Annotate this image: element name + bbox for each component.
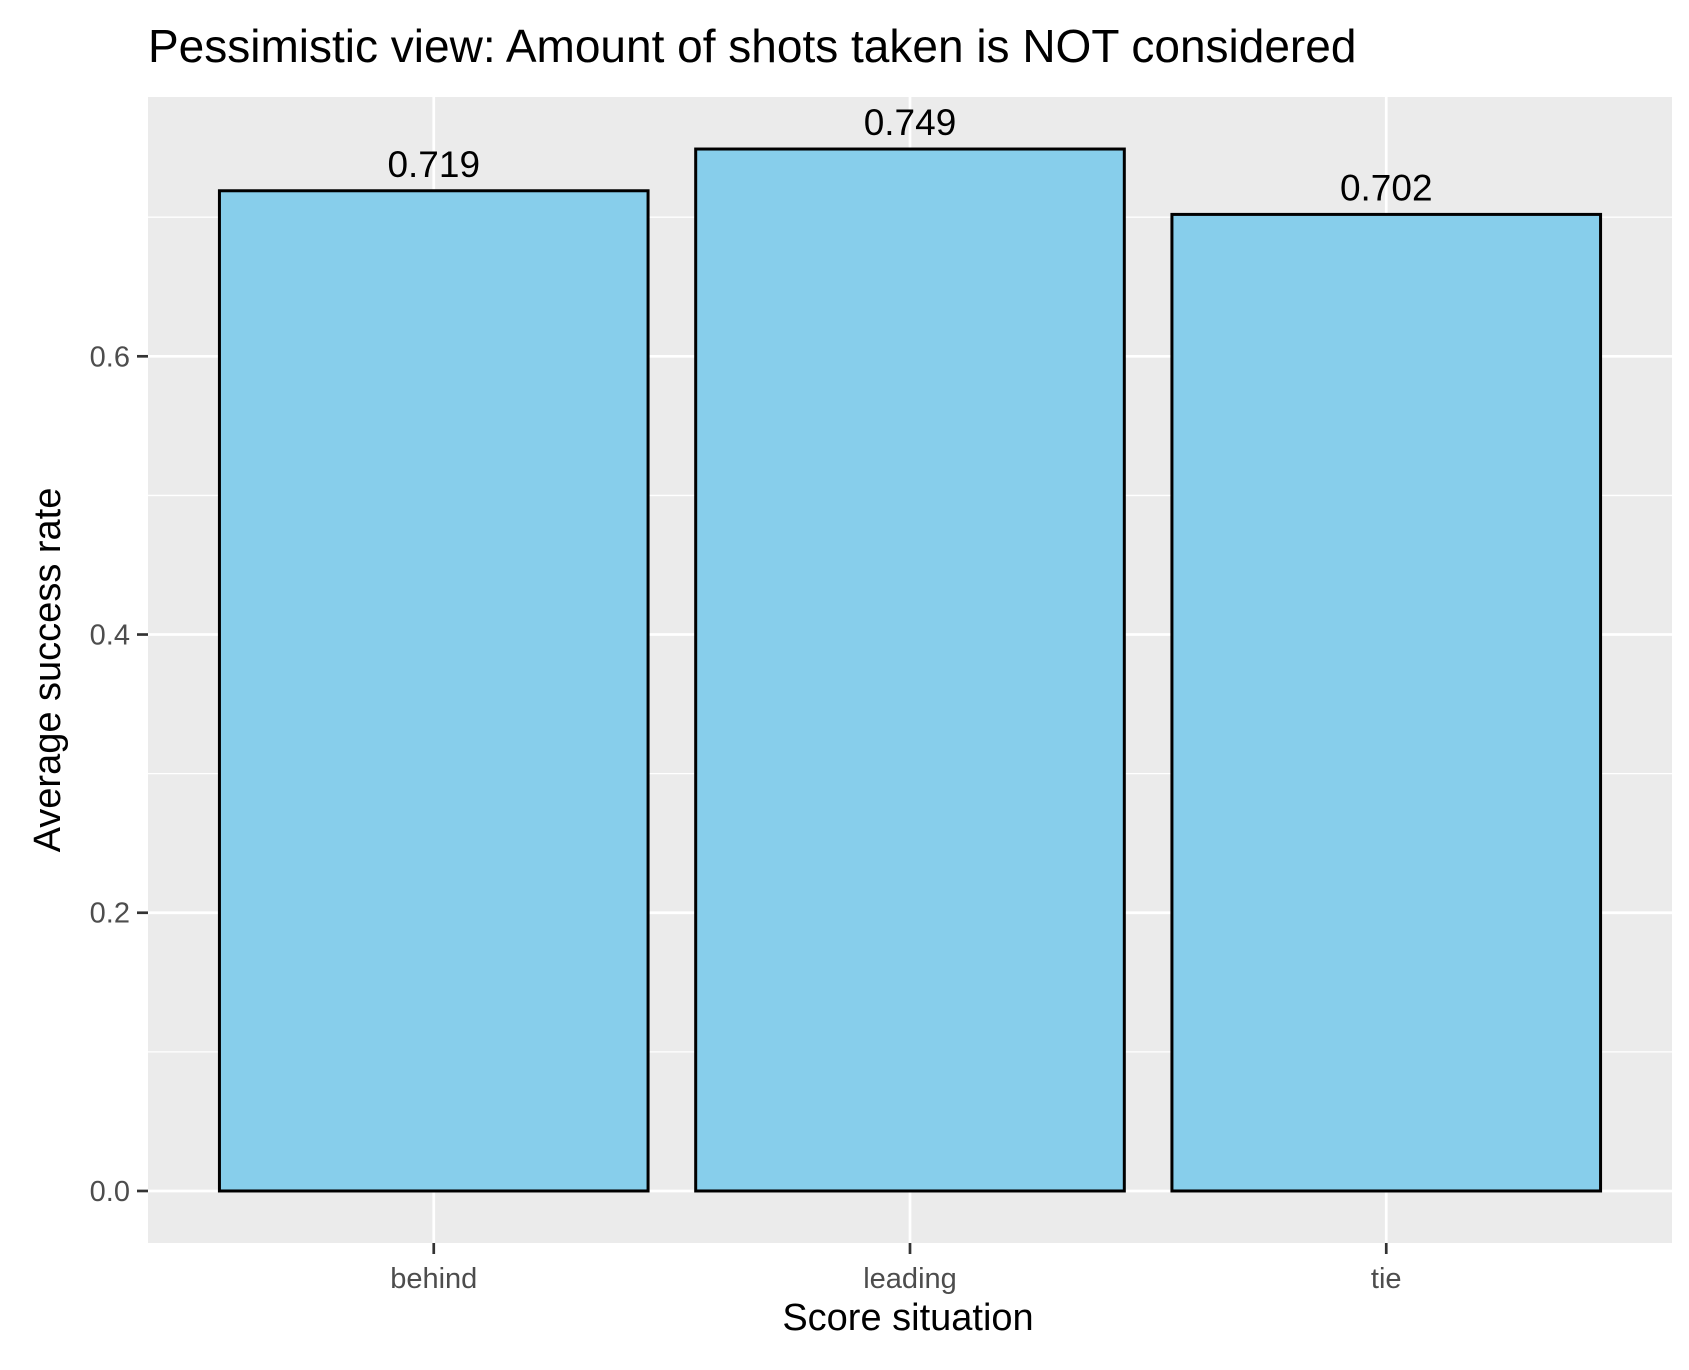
x-tick-label-behind: behind xyxy=(390,1263,477,1295)
chart-title: Pessimistic view: Amount of shots taken … xyxy=(148,20,1356,72)
x-tick-label-leading: leading xyxy=(863,1263,957,1295)
data-labels: 0.719 0.749 0.702 xyxy=(387,102,1432,208)
data-label-behind: 0.719 xyxy=(387,144,480,185)
x-axis-title: Score situation xyxy=(782,1297,1033,1339)
y-axis-title: Average success rate xyxy=(27,488,69,853)
y-tick-label: 0.2 xyxy=(90,898,130,930)
y-tick-label: 0.0 xyxy=(90,1176,130,1208)
y-tick-label: 0.6 xyxy=(90,341,130,373)
y-tick-label: 0.4 xyxy=(90,620,130,652)
bars xyxy=(217,147,1603,1193)
bar-leading xyxy=(694,147,1126,1193)
bar-tie xyxy=(1170,212,1603,1193)
data-label-leading: 0.749 xyxy=(864,102,957,143)
data-label-tie: 0.702 xyxy=(1340,167,1433,208)
axes: 0.0 0.2 0.4 0.6 behind leading tie xyxy=(90,341,1402,1295)
x-tick-label-tie: tie xyxy=(1371,1263,1402,1295)
bar-behind xyxy=(217,189,650,1193)
